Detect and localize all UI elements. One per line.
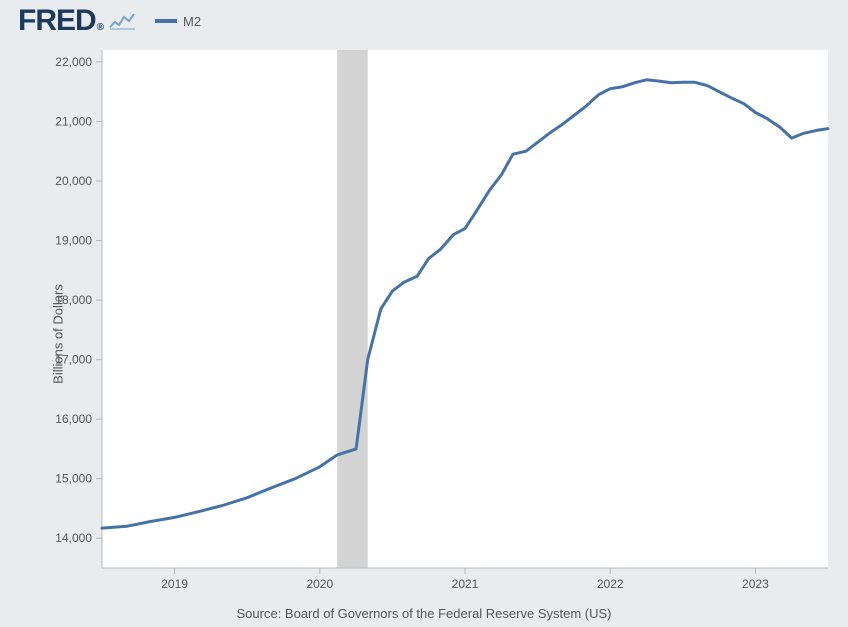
legend: M2 xyxy=(155,14,201,29)
legend-label: M2 xyxy=(183,14,201,29)
svg-text:19,000: 19,000 xyxy=(55,234,92,248)
svg-text:14,000: 14,000 xyxy=(55,531,92,545)
mini-chart-icon xyxy=(109,12,135,30)
svg-text:2021: 2021 xyxy=(452,577,479,591)
svg-text:2022: 2022 xyxy=(597,577,624,591)
header: FRED® M2 xyxy=(18,4,201,38)
fred-logo: FRED® xyxy=(18,4,103,38)
logo-registered: ® xyxy=(97,22,103,33)
svg-text:2019: 2019 xyxy=(161,577,188,591)
source-text: Source: Board of Governors of the Federa… xyxy=(0,606,848,621)
line-chart: 14,000 15,000 16,000 17,000 18,000 19,000 20,0… xyxy=(0,40,848,600)
svg-text:18,000: 18,000 xyxy=(55,293,92,307)
svg-text:17,000: 17,000 xyxy=(55,353,92,367)
legend-swatch xyxy=(155,19,177,23)
svg-text:15,000: 15,000 xyxy=(55,472,92,486)
svg-text:2023: 2023 xyxy=(742,577,769,591)
logo-text: FRED xyxy=(18,4,96,38)
svg-text:22,000: 22,000 xyxy=(55,55,92,69)
svg-text:20,000: 20,000 xyxy=(55,174,92,188)
chart-area: Billions of Dollars 14,00015,00016,00017… xyxy=(0,40,848,627)
svg-text:21,000: 21,000 xyxy=(55,114,92,128)
svg-text:2020: 2020 xyxy=(306,577,333,591)
svg-text:16,000: 16,000 xyxy=(55,412,92,426)
